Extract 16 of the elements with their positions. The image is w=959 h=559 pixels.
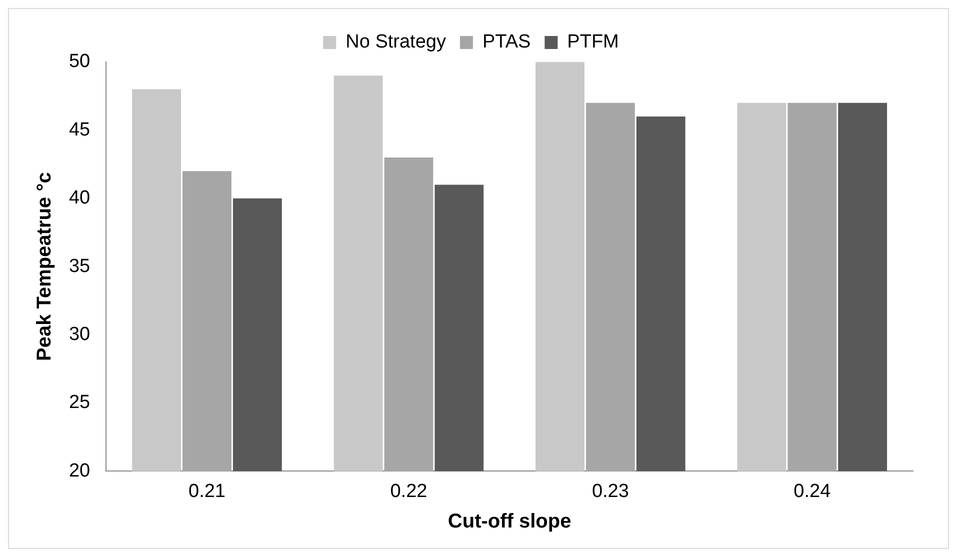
y-tick-label: 40 xyxy=(68,188,90,209)
legend-label: PTAS xyxy=(482,32,531,53)
legend-label: No Strategy xyxy=(346,32,446,53)
x-tick-label: 0.21 xyxy=(188,480,226,502)
legend-label: PTFM xyxy=(567,32,619,53)
y-tick-label: 45 xyxy=(68,119,90,140)
x-axis-title: Cut-off slope xyxy=(448,510,572,533)
x-tick-label: 0.24 xyxy=(794,480,832,502)
x-tick-label: 0.22 xyxy=(390,480,428,502)
y-tick-label: 20 xyxy=(68,460,90,482)
y-axis-title: Peak Tempeatrue °c xyxy=(34,172,56,362)
y-tick-label: 35 xyxy=(68,256,90,277)
y-tick-label: 25 xyxy=(68,392,90,414)
y-tick-label: 50 xyxy=(68,51,90,72)
y-tick-label: 30 xyxy=(68,324,90,346)
x-tick-label: 0.23 xyxy=(592,480,629,502)
